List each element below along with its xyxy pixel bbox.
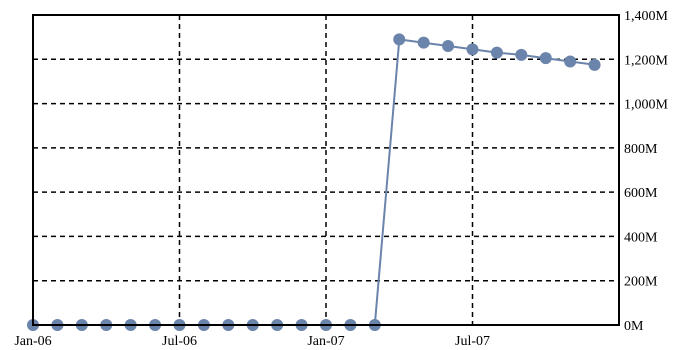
plot-frame [32,14,620,326]
y-tick-label: 400M [624,230,658,245]
data-point [588,58,601,71]
data-point [393,33,406,46]
x-tick-label: Jan-07 [307,334,344,349]
y-tick-label: 200M [624,275,658,290]
series-line [33,38,595,326]
x-tick-label: Jul-07 [455,334,490,349]
y-tick-label: 800M [624,142,658,157]
data-point [442,40,455,52]
grid-lines [33,15,619,325]
x-tick-label: Jan-06 [14,334,51,349]
data-point [490,46,503,59]
data-point [466,43,479,56]
data-point [515,48,528,61]
series-lines [33,38,595,326]
x-axis-tick-labels: Jan-06 Jul-06 Jan-07 Jul-07 [14,334,490,349]
data-points [27,33,601,331]
data-point [539,52,552,65]
x-tick-label: Jul-06 [162,334,197,349]
y-tick-label: 1,200M [624,53,669,68]
y-axis-tick-labels: 0M 200M 400M 600M 800M 1,000M 1,200M 1,400M [624,9,669,334]
y-tick-label: 0M [624,319,644,334]
y-tick-label: 1,400M [624,9,669,24]
data-point [417,36,430,49]
y-tick-label: 600M [624,186,658,201]
data-point [564,55,577,68]
y-tick-label: 1,000M [624,98,669,113]
